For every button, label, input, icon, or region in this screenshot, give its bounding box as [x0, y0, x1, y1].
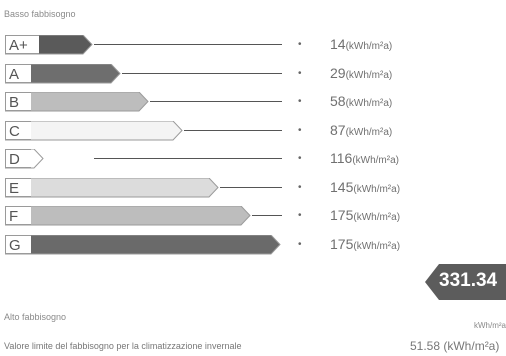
row-dot-marker: •	[298, 96, 302, 107]
row-dot-marker: •	[298, 124, 302, 136]
current-value-unit: kWh/m²a	[474, 321, 506, 330]
threshold-value: 87	[330, 121, 346, 138]
limit-value-label: Valore limite del fabbisogno per la clim…	[4, 341, 242, 351]
row-dot-marker: •	[298, 67, 302, 79]
energy-class-letter: C	[9, 122, 20, 140]
leader-line	[252, 215, 282, 216]
energy-class-row: E • 145(kWh/m²a)	[0, 176, 506, 200]
threshold-unit: (kWh/m²a)	[345, 41, 393, 52]
threshold-unit: (kWh/m²a)	[345, 69, 393, 81]
energy-class-row: B • 58(kWh/m²a)	[0, 90, 506, 114]
limit-value: 51.58 (kWh/m²a)	[410, 339, 500, 353]
threshold-value: 29	[330, 64, 346, 81]
energy-class-letter-box: D	[5, 149, 31, 168]
row-dot-marker: •	[298, 210, 302, 221]
threshold-unit: (kWh/m²a)	[352, 155, 399, 166]
leader-line	[122, 72, 282, 74]
energy-class-row: D • 116(kWh/m²a)	[0, 147, 506, 171]
bottom-caption: Alto fabbisogno	[4, 312, 67, 322]
threshold-unit: (kWh/m²a)	[353, 240, 401, 252]
energy-class-threshold: 14(kWh/m²a)	[330, 36, 392, 52]
energy-class-row: A+ • 14(kWh/m²a)	[0, 33, 506, 57]
threshold-value: 145	[330, 178, 354, 195]
energy-class-bar	[5, 92, 149, 112]
energy-class-bar	[5, 120, 183, 140]
threshold-value: 58	[330, 93, 346, 109]
threshold-unit: (kWh/m²a)	[345, 98, 393, 109]
threshold-unit: (kWh/m²a)	[345, 126, 393, 138]
row-dot-marker: •	[298, 39, 302, 50]
energy-class-letter: F	[9, 208, 19, 225]
leader-line	[94, 44, 282, 45]
current-value-badge: 331.34	[425, 264, 506, 300]
energy-class-bar	[5, 234, 281, 254]
energy-class-letter: E	[9, 179, 20, 197]
current-value: 331.34	[439, 270, 498, 291]
energy-class-letter-box: E	[5, 177, 31, 197]
badge-arrow-shape	[425, 264, 506, 300]
top-caption: Basso fabbisogno	[4, 9, 76, 19]
energy-class-row: G • 175(kWh/m²a)	[0, 233, 506, 257]
energy-class-letter: D	[9, 151, 20, 168]
energy-class-threshold: 116(kWh/m²a)	[330, 150, 399, 166]
leader-line	[184, 129, 282, 131]
energy-class-bar	[5, 177, 219, 197]
energy-class-letter-box: G	[5, 234, 31, 254]
energy-class-threshold: 175(kWh/m²a)	[330, 207, 400, 223]
threshold-value: 175	[330, 235, 354, 252]
leader-line	[150, 101, 282, 102]
threshold-value: 175	[330, 207, 354, 223]
threshold-unit: (kWh/m²a)	[353, 183, 401, 195]
energy-class-bar	[5, 63, 121, 83]
energy-class-row: A • 29(kWh/m²a)	[0, 62, 506, 86]
energy-class-row: C • 87(kWh/m²a)	[0, 119, 506, 143]
energy-class-letter: A	[9, 65, 20, 83]
energy-class-threshold: 58(kWh/m²a)	[330, 93, 392, 109]
energy-class-letter: A+	[9, 37, 28, 54]
threshold-value: 116	[330, 150, 353, 166]
threshold-value: 14	[330, 36, 346, 52]
row-dot-marker: •	[298, 181, 302, 193]
threshold-unit: (kWh/m²a)	[353, 212, 401, 223]
row-dot-marker: •	[298, 238, 302, 250]
energy-class-letter: B	[9, 94, 20, 111]
leader-line	[220, 186, 282, 188]
energy-class-letter: G	[9, 236, 21, 254]
energy-class-letter-box: B	[5, 92, 31, 111]
energy-class-threshold: 145(kWh/m²a)	[330, 179, 400, 195]
energy-class-letter-box: F	[5, 206, 31, 225]
energy-class-letter-box: C	[5, 120, 31, 140]
energy-class-letter-box: A	[5, 63, 31, 83]
leader-line	[94, 158, 282, 159]
energy-class-threshold: 175(kWh/m²a)	[330, 236, 400, 252]
row-dot-marker: •	[298, 153, 302, 164]
energy-class-threshold: 29(kWh/m²a)	[330, 65, 392, 81]
energy-class-threshold: 87(kWh/m²a)	[330, 122, 392, 138]
energy-class-bar	[5, 206, 251, 226]
energy-class-row: F • 175(kWh/m²a)	[0, 204, 506, 228]
energy-class-letter-box: A+	[5, 35, 39, 54]
